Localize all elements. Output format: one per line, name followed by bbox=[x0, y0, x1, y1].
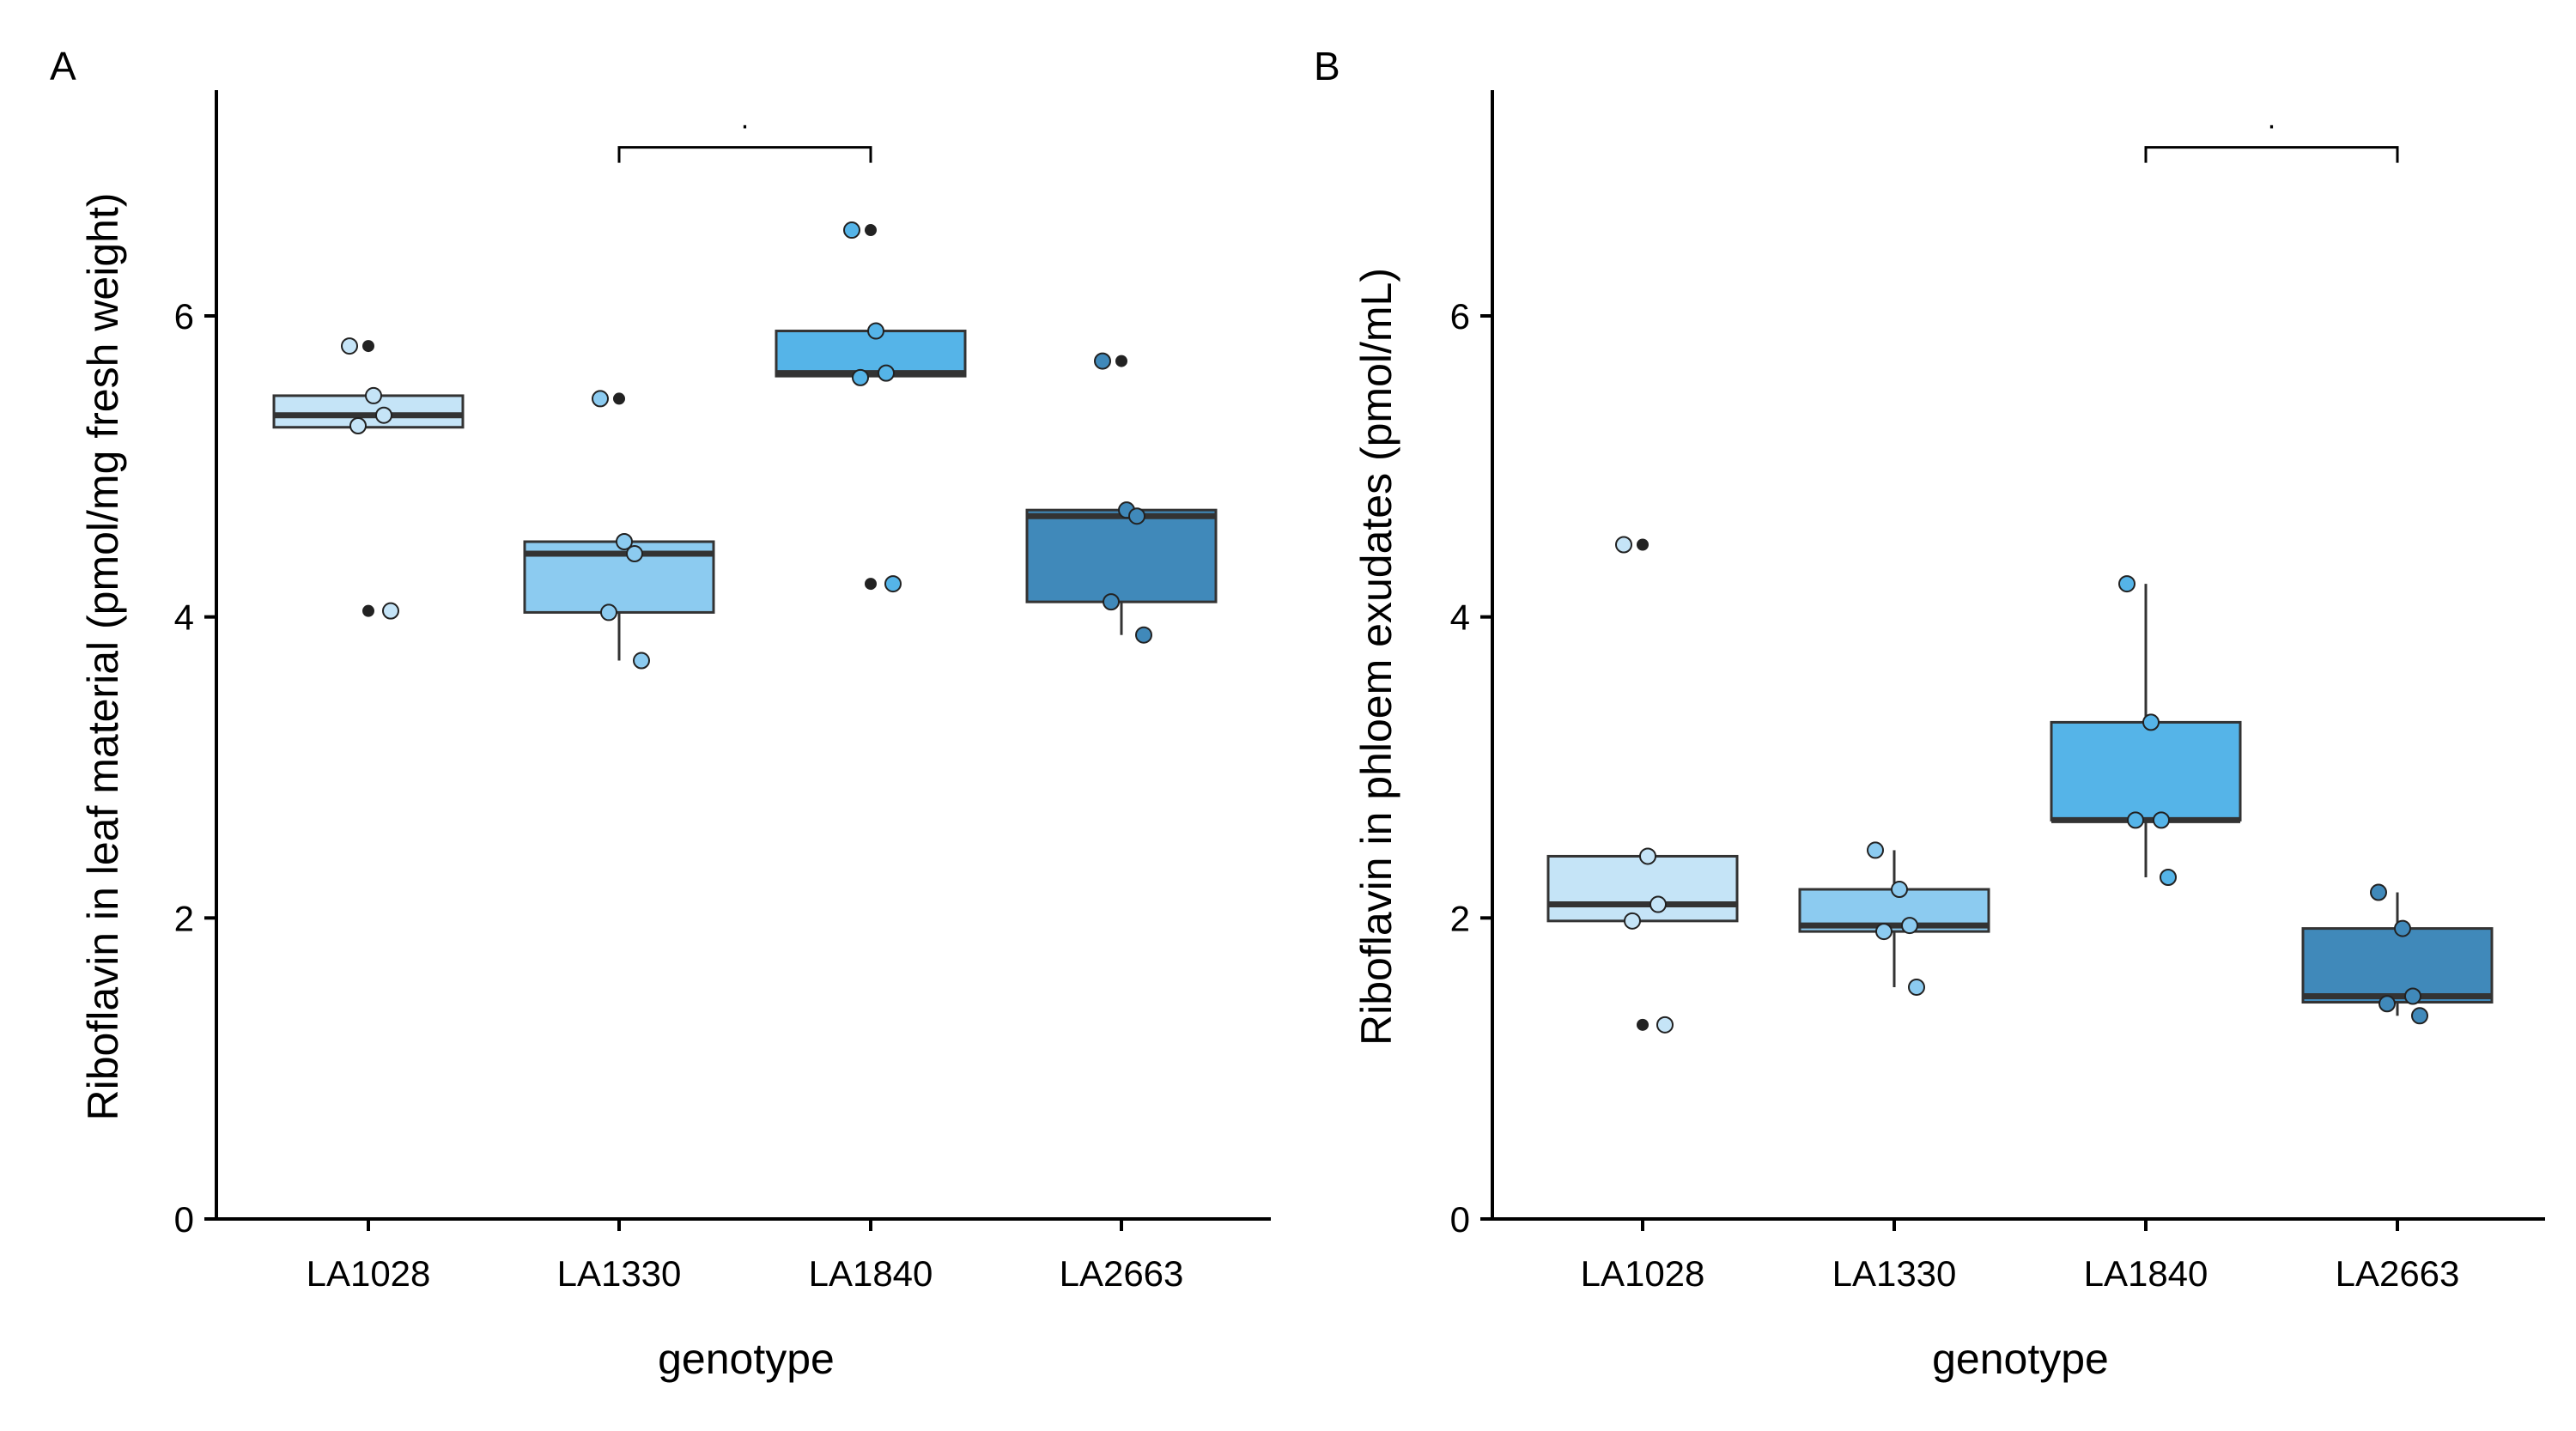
data-point bbox=[592, 390, 609, 408]
data-point bbox=[884, 575, 902, 593]
data-point bbox=[616, 533, 633, 550]
box-group-LA1330 bbox=[1798, 841, 1990, 996]
data-point bbox=[2160, 868, 2177, 886]
x-tick-label: LA1840 bbox=[809, 1253, 933, 1294]
data-point bbox=[2118, 575, 2136, 593]
outlier-point bbox=[613, 392, 625, 405]
panel-b: B Riboflavin in phloem exudates (pmol/mL… bbox=[1314, 44, 2545, 1383]
data-point bbox=[341, 337, 358, 355]
box bbox=[1546, 854, 1739, 923]
data-point bbox=[375, 406, 392, 424]
data-point bbox=[1656, 1016, 1674, 1034]
data-point bbox=[1649, 895, 1667, 913]
box bbox=[775, 330, 967, 378]
data-point bbox=[1867, 841, 1884, 859]
significance-label: . bbox=[2268, 103, 2275, 136]
y-tick-label: 4 bbox=[1450, 597, 1470, 638]
box bbox=[2050, 720, 2242, 822]
data-point bbox=[626, 545, 643, 563]
data-point bbox=[1103, 593, 1120, 611]
y-tick-label: 2 bbox=[174, 898, 194, 938]
data-point bbox=[1639, 847, 1656, 865]
x-tick-label: LA1840 bbox=[2084, 1253, 2208, 1294]
x-axis-title: genotype bbox=[1932, 1335, 2109, 1383]
significance-bracket bbox=[2144, 146, 2399, 163]
outlier-point bbox=[362, 340, 374, 353]
x-tick-label: LA1028 bbox=[1581, 1253, 1705, 1294]
data-point bbox=[2394, 919, 2411, 937]
y-tick-label: 0 bbox=[174, 1199, 194, 1240]
x-tick-label: LA2663 bbox=[2336, 1253, 2460, 1294]
data-point bbox=[2153, 811, 2170, 829]
data-point bbox=[2404, 987, 2421, 1005]
significance-bracket bbox=[617, 146, 872, 163]
box-group-LA2663 bbox=[2301, 883, 2494, 1025]
data-point bbox=[2379, 995, 2396, 1013]
box-group-LA1840 bbox=[2050, 575, 2242, 886]
y-axis-title: Riboflavin in leaf material (pmol/mg fre… bbox=[79, 193, 127, 1121]
data-point bbox=[600, 603, 617, 622]
data-point bbox=[1891, 881, 1908, 899]
data-point bbox=[2411, 1007, 2428, 1025]
data-point bbox=[867, 322, 884, 340]
data-point bbox=[349, 416, 367, 434]
box-group-LA1028 bbox=[272, 337, 465, 620]
data-point bbox=[382, 602, 399, 620]
panel-a: A Riboflavin in leaf material (pmol/mg f… bbox=[50, 44, 1271, 1383]
data-point bbox=[1901, 917, 1918, 935]
box bbox=[1025, 508, 1218, 603]
data-point bbox=[1135, 626, 1152, 644]
y-tick-label: 6 bbox=[1450, 296, 1470, 337]
outlier-point bbox=[1637, 538, 1649, 551]
y-tick-label: 6 bbox=[174, 296, 194, 337]
panel-label: A bbox=[50, 44, 76, 88]
x-tick-label: LA1330 bbox=[1832, 1253, 1957, 1294]
data-point bbox=[365, 386, 382, 404]
box-group-LA2663 bbox=[1025, 352, 1218, 644]
outlier-point bbox=[1637, 1018, 1649, 1031]
x-tick-label: LA1330 bbox=[557, 1253, 682, 1294]
outlier-point bbox=[1115, 355, 1127, 367]
data-point bbox=[843, 221, 860, 240]
panel-label: B bbox=[1314, 44, 1340, 88]
box bbox=[2301, 927, 2494, 1004]
data-point bbox=[633, 652, 650, 670]
x-tick-label: LA2663 bbox=[1060, 1253, 1184, 1294]
outlier-point bbox=[865, 578, 877, 591]
y-axis-title: Riboflavin in phloem exudates (pmol/mL) bbox=[1352, 268, 1400, 1046]
data-point bbox=[2142, 713, 2160, 731]
data-point bbox=[1908, 978, 1925, 996]
data-point bbox=[1128, 507, 1145, 525]
box-group-LA1028 bbox=[1546, 536, 1739, 1034]
data-point bbox=[1875, 923, 1893, 941]
data-point bbox=[1615, 536, 1632, 554]
data-point bbox=[852, 368, 869, 386]
data-point bbox=[1094, 352, 1111, 370]
box-group-LA1840 bbox=[775, 221, 967, 593]
outlier-point bbox=[865, 224, 877, 237]
y-tick-label: 4 bbox=[174, 597, 194, 638]
data-point bbox=[878, 364, 895, 382]
x-axis-title: genotype bbox=[658, 1335, 835, 1383]
y-tick-label: 2 bbox=[1450, 898, 1470, 938]
data-point bbox=[2127, 811, 2144, 829]
significance-label: . bbox=[741, 103, 749, 136]
y-tick-label: 0 bbox=[1450, 1199, 1470, 1240]
x-tick-label: LA1028 bbox=[307, 1253, 431, 1294]
outlier-point bbox=[362, 604, 374, 617]
data-point bbox=[2370, 883, 2387, 901]
data-point bbox=[1624, 912, 1641, 930]
box-group-LA1330 bbox=[523, 390, 715, 670]
